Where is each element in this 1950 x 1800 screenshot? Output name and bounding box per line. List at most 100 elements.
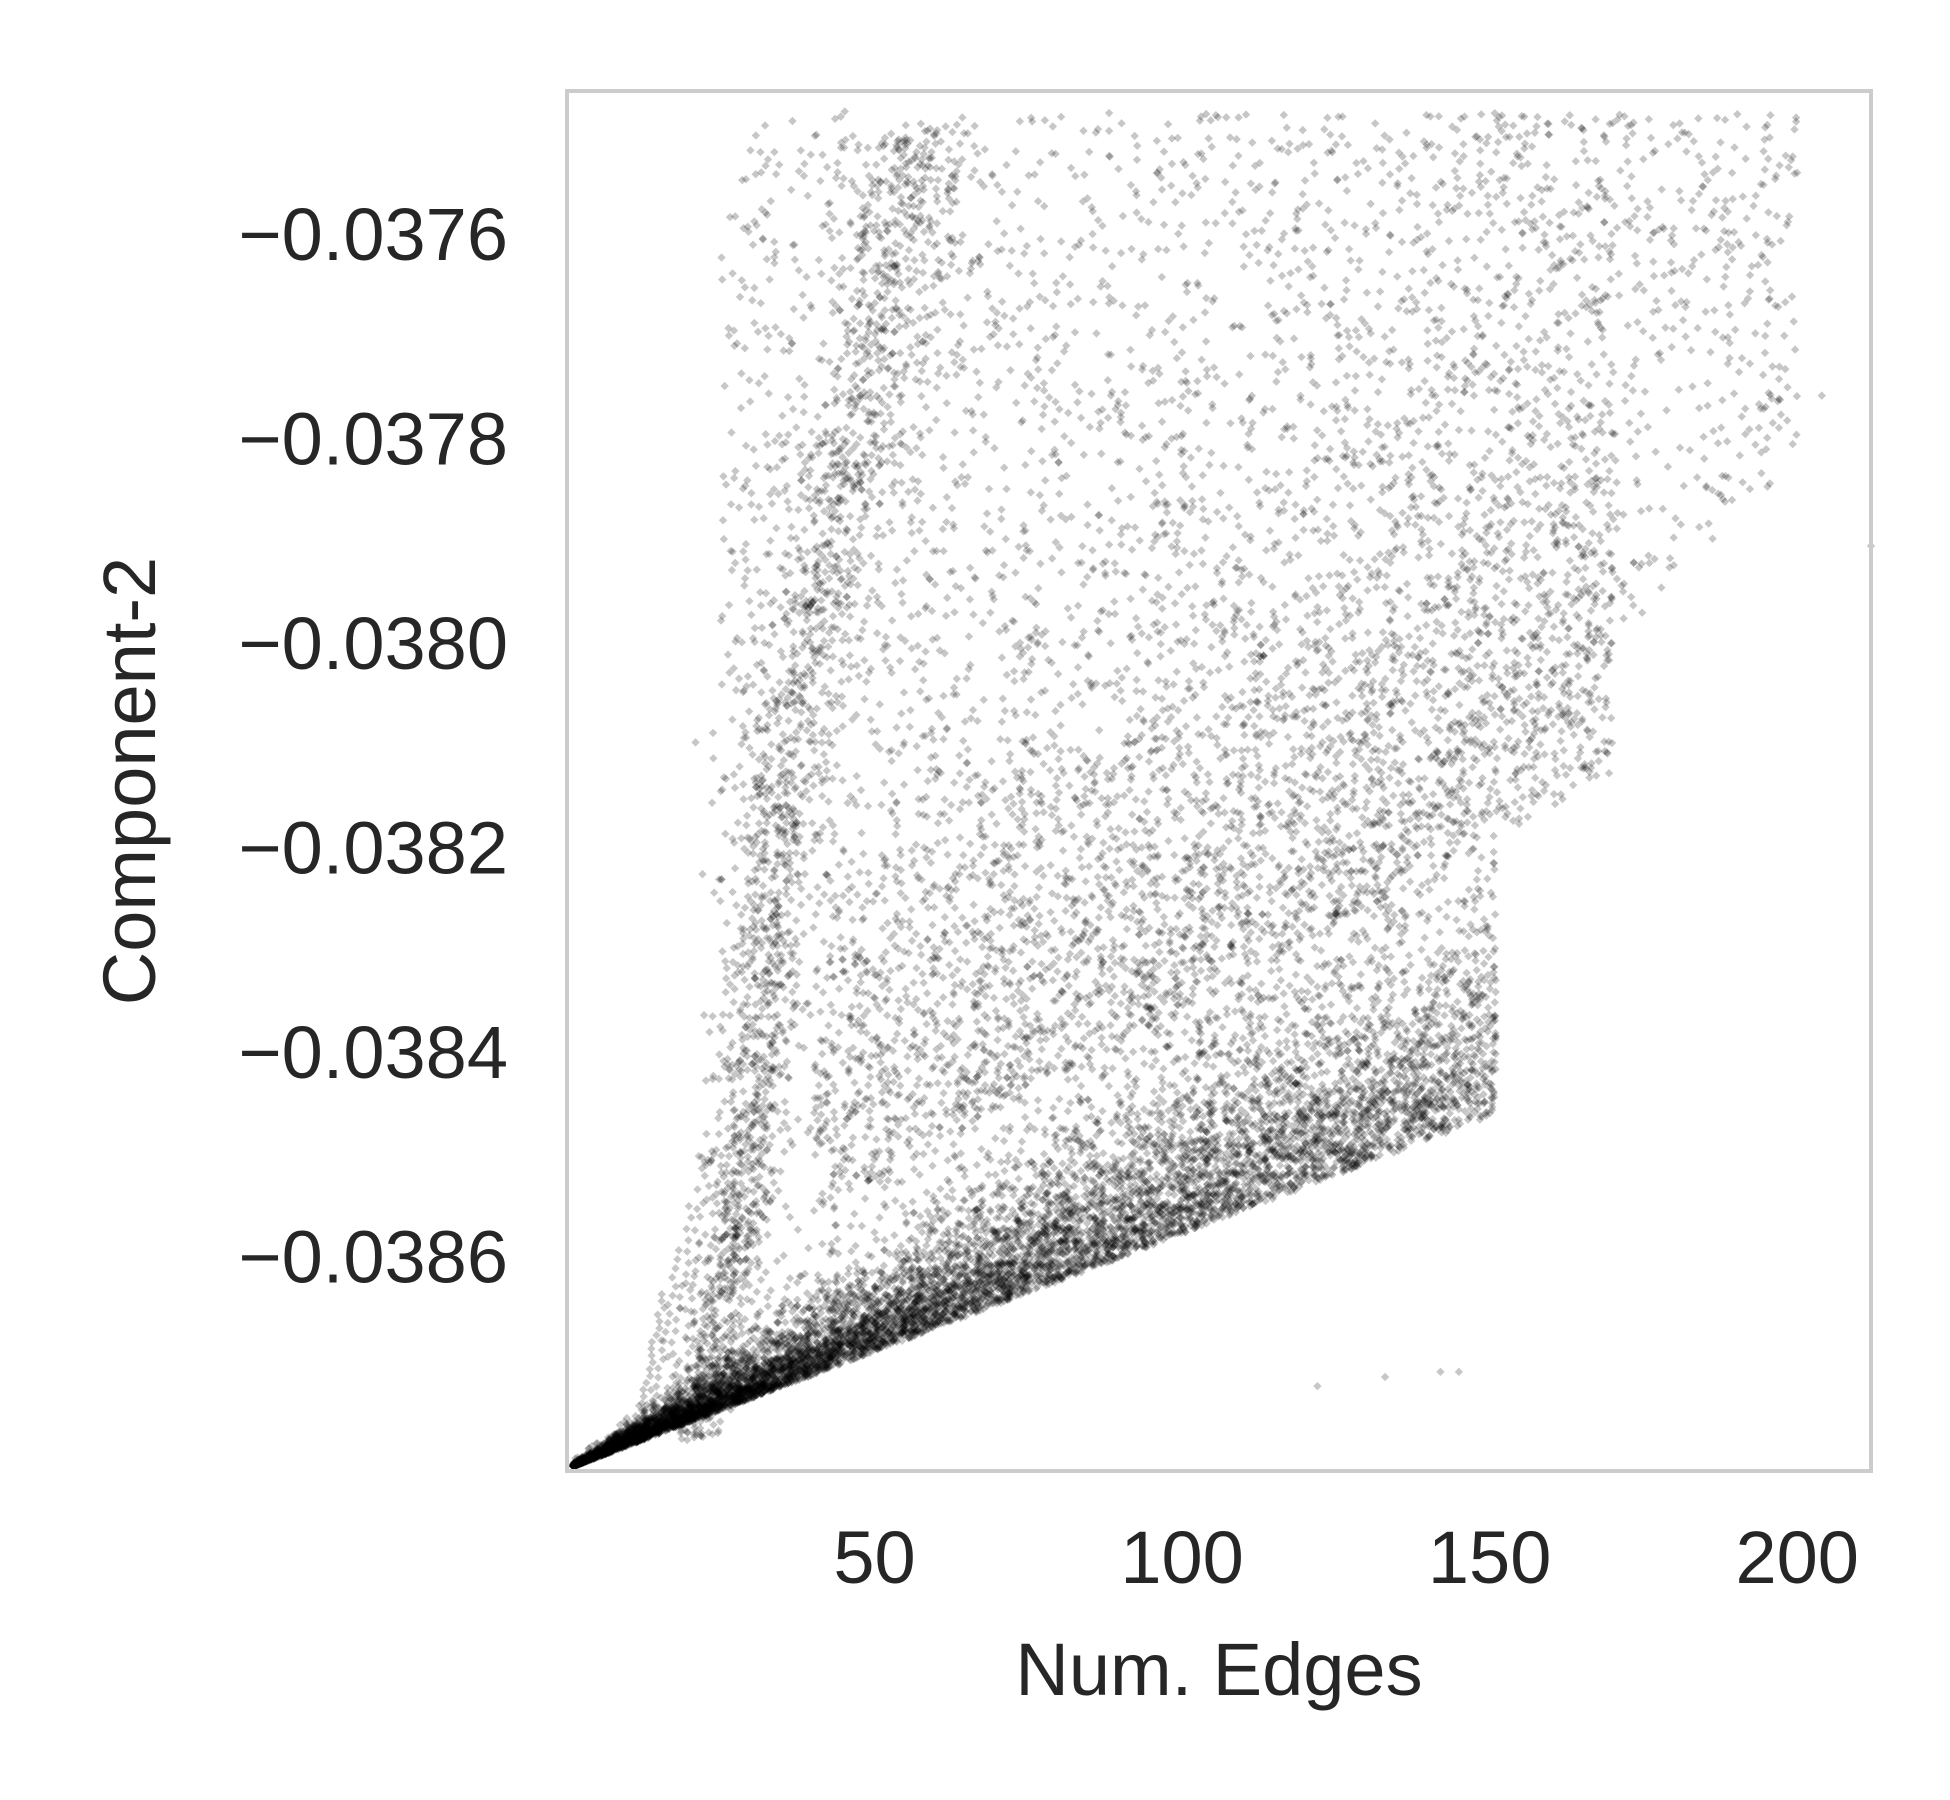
scatter-point — [755, 1374, 765, 1384]
scatter-point — [632, 1429, 641, 1438]
scatter-point — [1025, 1260, 1034, 1270]
scatter-point — [1245, 1190, 1254, 1200]
scatter-point — [852, 1294, 861, 1304]
scatter-point — [1018, 1266, 1027, 1275]
scatter-point — [1437, 1085, 1447, 1095]
scatter-point — [1439, 873, 1449, 883]
scatter-point — [1187, 1218, 1197, 1227]
scatter-point — [1255, 1171, 1265, 1180]
scatter-point — [581, 1457, 591, 1466]
scatter-point — [1307, 1107, 1317, 1116]
scatter-point — [1342, 1125, 1352, 1135]
scatter-point — [874, 1300, 883, 1309]
scatter-point — [1074, 1235, 1083, 1245]
scatter-point — [735, 1396, 744, 1406]
scatter-point — [1009, 1244, 1018, 1254]
scatter-point — [990, 1238, 999, 1247]
scatter-point — [1309, 1171, 1319, 1180]
scatter-point — [571, 1460, 581, 1469]
scatter-point — [1195, 1161, 1204, 1170]
scatter-point — [576, 1458, 586, 1468]
scatter-point — [983, 1219, 992, 1229]
scatter-point — [1386, 995, 1396, 1005]
scatter-point — [690, 1412, 700, 1422]
scatter-point — [798, 1361, 807, 1371]
scatter-point — [592, 1451, 602, 1460]
scatter-point — [711, 1372, 721, 1382]
scatter-point — [929, 1296, 938, 1305]
scatter-point — [973, 1294, 983, 1303]
scatter-point — [1273, 1089, 1283, 1098]
scatter-point — [1062, 1225, 1071, 1234]
scatter-point — [632, 1435, 641, 1444]
scatter-point — [1463, 985, 1472, 994]
scatter-point — [697, 1390, 706, 1400]
scatter-point — [919, 1295, 929, 1304]
scatter-point — [1343, 1089, 1352, 1099]
scatter-point — [891, 1314, 900, 1324]
scatter-point — [710, 1379, 720, 1389]
scatter-point — [1322, 1102, 1332, 1111]
scatter-point — [666, 1405, 676, 1414]
scatter-point — [680, 1399, 689, 1408]
scatter-point — [632, 1437, 641, 1447]
scatter-point — [759, 1345, 768, 1354]
scatter-point — [768, 1382, 777, 1392]
scatter-point — [863, 1343, 872, 1352]
scatter-point — [1423, 1060, 1432, 1069]
scatter-point — [823, 1344, 833, 1354]
scatter-point — [1232, 1186, 1242, 1196]
scatter-point — [1049, 1163, 1059, 1173]
scatter-point — [1127, 1136, 1137, 1145]
scatter-point — [1261, 1175, 1270, 1184]
scatter-point — [1285, 1164, 1294, 1173]
scatter-point — [929, 1319, 939, 1328]
scatter-point — [908, 1301, 917, 1311]
scatter-point — [638, 1428, 647, 1437]
scatter-point — [1318, 1112, 1327, 1122]
scatter-point — [957, 1232, 966, 1242]
scatter-point — [643, 1425, 653, 1434]
scatter-point — [613, 1438, 623, 1448]
scatter-point — [573, 1455, 583, 1465]
scatter-point — [736, 1394, 745, 1403]
scatter-point — [1228, 1170, 1238, 1179]
scatter-point — [673, 1417, 683, 1427]
scatter-point — [1262, 1148, 1271, 1157]
scatter-point — [603, 1444, 613, 1454]
scatter-point — [1085, 1228, 1094, 1237]
scatter-point — [836, 1344, 846, 1354]
scatter-point — [849, 1338, 858, 1347]
scatter-point — [769, 1360, 778, 1370]
scatter-point — [828, 1305, 837, 1314]
scatter-point — [573, 1458, 582, 1468]
scatter-point — [1437, 1101, 1447, 1110]
scatter-point — [648, 1426, 657, 1435]
scatter-point — [700, 1402, 709, 1412]
scatter-point — [992, 1295, 1002, 1304]
scatter-point — [1098, 1168, 1107, 1177]
scatter-point — [582, 1454, 592, 1463]
scatter-point — [1199, 1098, 1209, 1107]
scatter-point — [755, 1383, 764, 1393]
scatter-point — [853, 1338, 863, 1348]
scatter-point — [631, 1434, 640, 1443]
scatter-point — [1372, 1094, 1382, 1104]
scatter-point — [597, 1448, 607, 1457]
scatter-point — [1314, 1130, 1324, 1140]
scatter-point — [1195, 1183, 1204, 1193]
scatter-point — [1379, 1127, 1388, 1137]
scatter-point — [1176, 1110, 1186, 1119]
scatter-point — [727, 1395, 737, 1405]
scatter-point — [1126, 1193, 1136, 1202]
scatter-point — [974, 1257, 983, 1266]
scatter-point — [806, 1297, 816, 1306]
scatter-point — [1073, 1259, 1082, 1268]
scatter-point — [717, 1373, 726, 1382]
scatter-point — [828, 1360, 838, 1370]
scatter-point — [954, 1273, 963, 1282]
scatter-point — [667, 1408, 677, 1418]
scatter-point — [1357, 1128, 1367, 1137]
scatter-point — [1090, 1158, 1100, 1167]
scatter-point — [578, 1458, 588, 1467]
